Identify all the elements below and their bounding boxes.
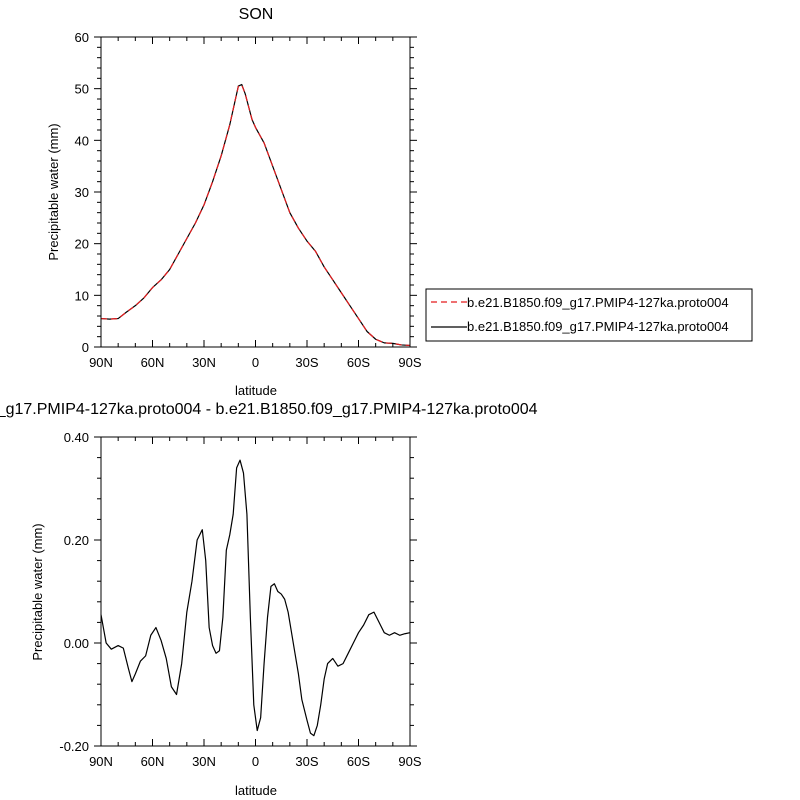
top-y-tick-labels: 0 10 20 30 40 50 60	[75, 30, 89, 355]
x-tick-label: 0	[252, 754, 259, 769]
bottom-plot-frame	[100, 436, 411, 747]
series-line-2	[100, 83, 411, 347]
bottom-y-tick-labels: -0.20 0.00 0.20 0.40	[59, 430, 89, 754]
y-tick-label: 0	[82, 340, 89, 355]
top-plot-frame	[100, 36, 411, 348]
top-x-tick-labels: 90N 60N 30N 0 30S 60S 90S	[89, 355, 422, 370]
series-line-1	[100, 459, 411, 737]
x-tick-label: 90N	[89, 355, 113, 370]
x-tick-label: 30N	[192, 355, 216, 370]
x-tick-label: 90S	[398, 754, 421, 769]
series-line-1	[100, 84, 411, 347]
top-chart-title: SON	[239, 6, 274, 23]
x-tick-label: 30S	[295, 754, 318, 769]
legend: b.e21.B1850.f09_g17.PMIP4-127ka.proto004…	[425, 288, 753, 342]
y-tick-label: 0.20	[64, 533, 89, 548]
x-tick-label: 0	[252, 355, 259, 370]
y-tick-label: 20	[75, 237, 89, 252]
y-tick-label: 50	[75, 82, 89, 97]
y-tick-label: -0.20	[59, 739, 89, 754]
bottom-panel: f09_g17.PMIP4-127ka.proto004 - b.e21.B18…	[0, 401, 538, 798]
x-tick-label: 90N	[89, 754, 113, 769]
bottom-x-axis-label: latitude	[235, 783, 277, 798]
bottom-plot-lines	[100, 459, 411, 737]
x-tick-label: 60S	[347, 355, 370, 370]
y-tick-label: 30	[75, 185, 89, 200]
y-tick-label: 0.40	[64, 430, 89, 445]
bottom-axis-ticks	[94, 436, 417, 747]
top-x-axis-label: latitude	[235, 383, 277, 398]
legend-entry-1: b.e21.B1850.f09_g17.PMIP4-127ka.proto004	[467, 295, 729, 310]
x-tick-label: 60N	[141, 355, 165, 370]
bottom-chart-title: f09_g17.PMIP4-127ka.proto004 - b.e21.B18…	[0, 401, 538, 418]
top-plot-lines	[100, 83, 411, 347]
x-tick-label: 30S	[295, 355, 318, 370]
top-y-axis-label: Precipitable water (mm)	[46, 123, 61, 260]
x-tick-label: 90S	[398, 355, 421, 370]
bottom-x-tick-labels: 90N 60N 30N 0 30S 60S 90S	[89, 754, 422, 769]
x-tick-label: 60N	[141, 754, 165, 769]
y-tick-label: 10	[75, 288, 89, 303]
bottom-y-axis-label: Precipitable water (mm)	[30, 523, 45, 660]
top-panel: SON 90N 60N 30N 0 30S 60S 90S 0 10 20 30 40 50 60 la…	[46, 6, 422, 398]
y-tick-label: 40	[75, 133, 89, 148]
x-tick-label: 30N	[192, 754, 216, 769]
x-tick-label: 60S	[347, 754, 370, 769]
y-tick-label: 0.00	[64, 636, 89, 651]
legend-entry-2: b.e21.B1850.f09_g17.PMIP4-127ka.proto004	[467, 319, 729, 334]
legend-box	[425, 288, 753, 342]
top-axis-ticks	[94, 36, 417, 348]
y-tick-label: 60	[75, 30, 89, 45]
